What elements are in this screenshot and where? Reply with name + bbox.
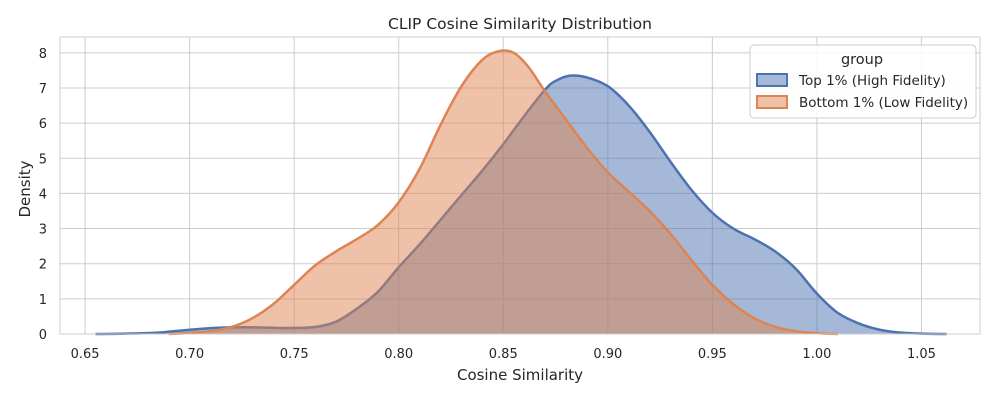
x-tick-label: 1.05 <box>907 347 936 362</box>
legend-label-bottom: Bottom 1% (Low Fidelity) <box>799 95 968 111</box>
y-tick-labels: 0 1 2 3 4 5 6 7 8 <box>39 47 47 343</box>
x-tick-label: 0.65 <box>71 347 100 362</box>
chart-title: CLIP Cosine Similarity Distribution <box>388 15 652 33</box>
density-fill-bottom <box>168 50 838 334</box>
legend-title: group <box>841 52 883 68</box>
x-axis-label: Cosine Similarity <box>457 366 583 384</box>
legend-swatch-bottom <box>756 95 788 109</box>
x-tick-label: 0.70 <box>175 347 204 362</box>
x-tick-label: 0.85 <box>489 347 518 362</box>
y-axis-label: Density <box>16 160 34 217</box>
plot-frame <box>59 36 981 335</box>
legend-swatch-top <box>756 73 788 87</box>
x-tick-label: 0.80 <box>384 347 413 362</box>
y-tick-label: 5 <box>39 152 47 167</box>
y-tick-label: 6 <box>39 117 47 132</box>
y-tick-label: 4 <box>39 187 47 202</box>
x-tick-label: 0.75 <box>280 347 309 362</box>
y-tick-label: 2 <box>39 258 47 273</box>
y-tick-label: 8 <box>39 47 47 62</box>
legend: group Top 1% (High Fidelity) Bottom 1% (… <box>749 44 977 119</box>
density-areas <box>95 49 947 336</box>
density-line-bottom <box>168 49 838 336</box>
y-tick-label: 1 <box>39 293 47 308</box>
x-tick-labels: 0.65 0.70 0.75 0.80 0.85 0.90 0.95 1.00 1.05 <box>71 347 936 362</box>
x-tick-label: 0.90 <box>593 347 622 362</box>
legend-label-top: Top 1% (High Fidelity) <box>798 73 946 89</box>
x-tick-label: 1.00 <box>802 347 831 362</box>
y-tick-label: 7 <box>39 82 47 97</box>
y-tick-label: 3 <box>39 223 47 238</box>
x-tick-label: 0.95 <box>698 347 727 362</box>
y-tick-label: 0 <box>39 328 47 343</box>
legend-box <box>749 44 977 119</box>
